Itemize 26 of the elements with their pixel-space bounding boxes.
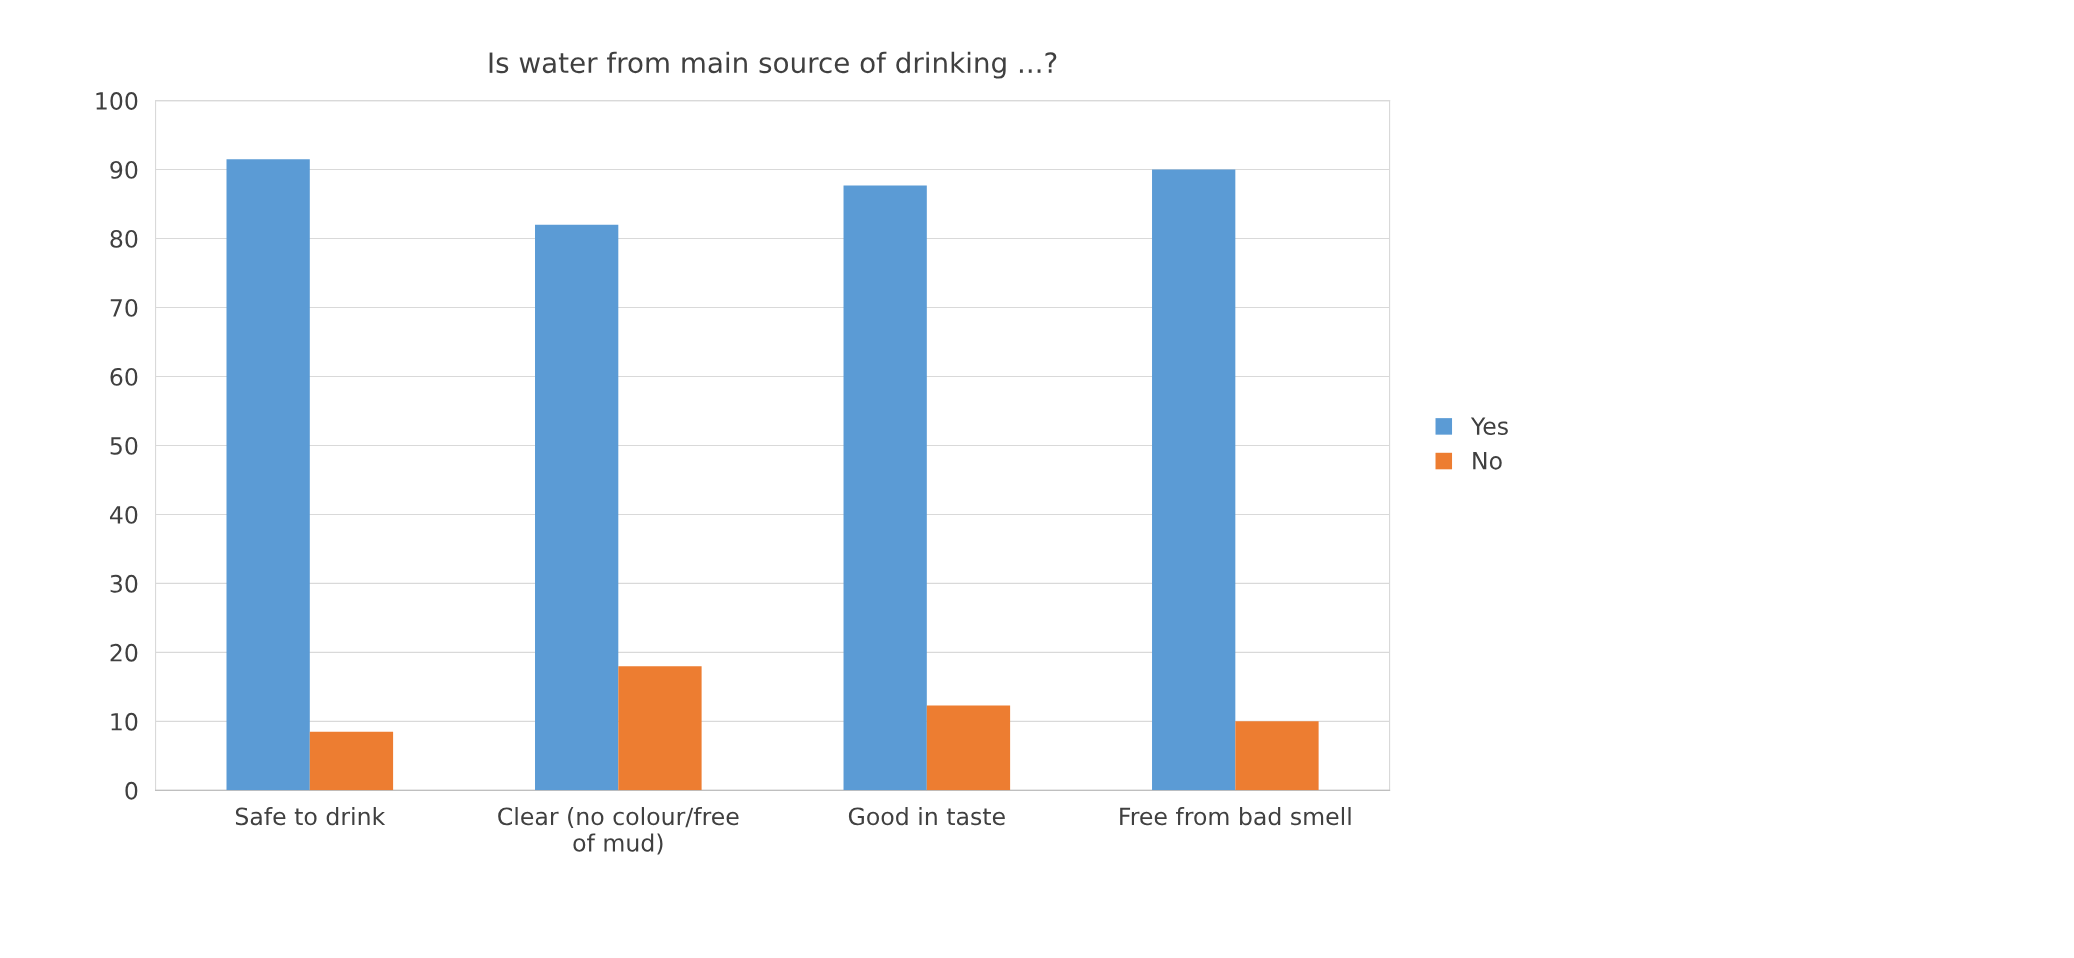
bar [309, 731, 394, 791]
y-tick-label: 60 [110, 367, 138, 386]
y-tick-label: 30 [110, 574, 138, 593]
y-tick-label: 50 [110, 436, 138, 455]
bar [1235, 721, 1319, 791]
bar [618, 666, 702, 791]
legend-label: No [1473, 452, 1502, 470]
chart-title: Is water from main source of drinking ...? [489, 51, 1057, 79]
y-tick-label: 100 [96, 92, 138, 110]
x-tick-label: Good in taste [848, 807, 1005, 826]
y-tick-label: 0 [125, 781, 138, 800]
y-tick-label: 20 [110, 643, 138, 662]
bar [1152, 169, 1236, 791]
y-tick-label: 40 [109, 505, 138, 524]
y-tick-label: 10 [111, 712, 138, 731]
x-tick-label: Free from bad smell [1120, 807, 1351, 826]
bar [926, 705, 1011, 791]
bar [843, 185, 927, 791]
y-tick-label: 90 [110, 161, 138, 179]
y-tick-label: 80 [110, 229, 138, 248]
bar [226, 159, 310, 791]
y-tick-label: 70 [110, 298, 138, 317]
x-tick-label: Clear (no colour/free of mud) [498, 807, 739, 855]
legend-label: Yes [1470, 417, 1508, 435]
bar [535, 224, 619, 791]
x-tick-label: Safe to drink [235, 807, 386, 826]
